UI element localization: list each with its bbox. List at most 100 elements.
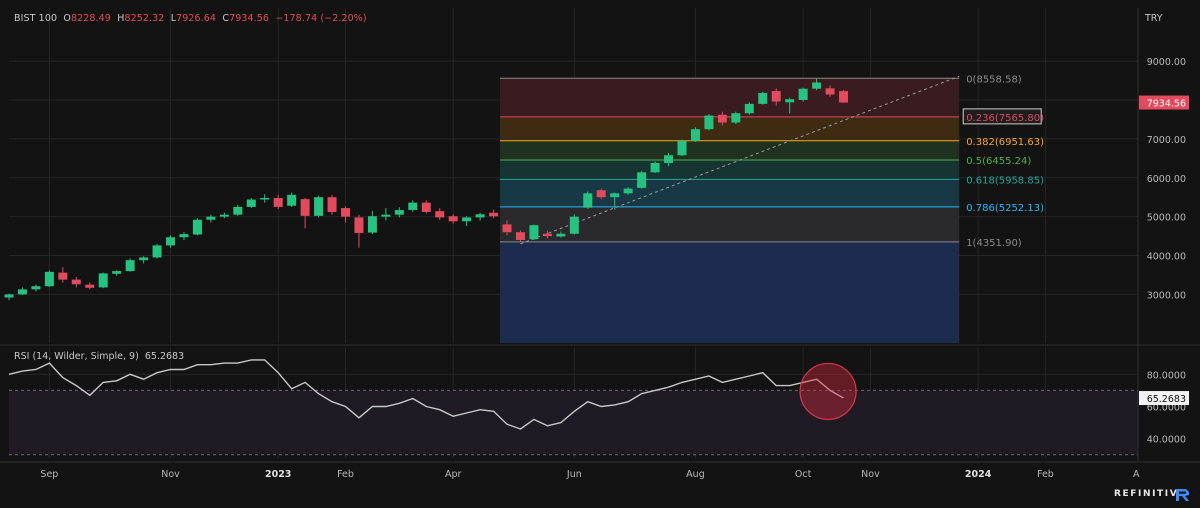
rsi-band [9, 390, 1138, 455]
candle-body [246, 199, 256, 207]
change-value: −178.74 (−2.20%) [275, 13, 367, 24]
fib-zone [500, 241, 960, 343]
candle-body [785, 99, 795, 103]
last-price-marker [1139, 95, 1189, 110]
time-tick-label: Feb [337, 469, 354, 480]
candlestick-series [4, 78, 849, 301]
candle-body [435, 211, 445, 218]
candle-body [731, 113, 741, 123]
fib-label-box [962, 108, 1042, 125]
candle-body [314, 197, 324, 216]
candle-body [408, 202, 418, 211]
fib-zone [500, 116, 960, 141]
candle-body [825, 88, 835, 95]
price-tick-label: 3000.00 [1147, 290, 1186, 301]
candle-body [381, 214, 391, 217]
time-tick-label: 2024 [965, 469, 992, 480]
candle-body [112, 271, 122, 274]
candle-body [85, 284, 95, 288]
candle-body [529, 225, 539, 240]
candle-body [98, 273, 108, 288]
candle-body [44, 271, 54, 287]
price-tick-label: 7000.00 [1147, 135, 1186, 146]
candle-body [327, 197, 337, 212]
price-tick-label: 9000.00 [1147, 57, 1186, 68]
rsi-current: 65.2683 [144, 351, 185, 362]
candle-body [219, 214, 229, 217]
fib-level-label: 0.618(5958.85) [966, 175, 1044, 186]
rsi-tick-label: 80.0000 [1147, 370, 1186, 381]
candle-body [4, 294, 14, 298]
fib-zone [500, 206, 960, 242]
candle-body [542, 233, 552, 237]
time-tick-label: Nov [161, 469, 180, 480]
candle-body [179, 234, 189, 238]
rsi-tick-label: 60.0000 [1147, 403, 1186, 414]
candle-body [152, 245, 162, 258]
candle-body [502, 224, 512, 233]
fib-level-label: 1(4351.90) [966, 238, 1022, 249]
fib-level-label: 0.5(6455.24) [966, 156, 1031, 167]
candle-body [260, 197, 270, 200]
rsi-legend: RSI (14, Wilder, Simple, 9) 65.2683 [14, 351, 184, 362]
candle-body [139, 257, 149, 261]
fib-zone [500, 160, 960, 180]
candle-body [717, 114, 727, 123]
candle-body [462, 217, 472, 222]
candle-body [192, 219, 202, 235]
candle-body [610, 193, 620, 198]
time-tick-label: Nov [861, 469, 880, 480]
candle-body [475, 214, 485, 218]
candle-body [704, 115, 714, 130]
candle-body [569, 216, 579, 234]
fib-zone [500, 179, 960, 207]
last-price-label: 7934.56 [1147, 99, 1186, 110]
candle-body [812, 82, 822, 89]
candle-body [650, 162, 660, 173]
time-tick-label-clipped: A [1133, 469, 1140, 480]
time-tick-label: Feb [1037, 469, 1054, 480]
candle-body [677, 140, 687, 156]
close-label: C [222, 13, 230, 24]
candle-body [515, 232, 525, 240]
high-label: H [117, 13, 125, 24]
fib-level-label: 0.236(7565.80) [966, 113, 1044, 124]
candle-body [744, 103, 754, 114]
low-value: 7926.64 [176, 13, 217, 24]
instrument-name: BIST 100 [14, 13, 58, 24]
time-tick-label: Aug [686, 469, 705, 480]
candle-body [583, 193, 593, 208]
price-tick-label: 5000.00 [1147, 213, 1186, 224]
rsi-value-marker [1139, 391, 1189, 406]
candle-body [556, 233, 566, 237]
open-value: 8228.49 [70, 13, 111, 24]
fib-trend-line[interactable] [520, 75, 960, 245]
low-label: L [170, 13, 177, 24]
rsi-title: RSI (14, Wilder, Simple, 9) [14, 351, 139, 362]
candle-body [354, 217, 364, 233]
candle-body [664, 155, 674, 163]
fib-level-label: 0.786(5252.13) [966, 203, 1044, 214]
rsi-highlight-circle[interactable] [799, 362, 857, 421]
axes: TRY 3000.00 4000.00 5000.00 6000.00 7000.00 80… [0, 8, 1200, 480]
candle-body [125, 260, 135, 272]
candle-body [839, 91, 849, 103]
candle-body [367, 216, 377, 233]
candle-body [71, 279, 81, 285]
close-value: 7934.56 [229, 13, 270, 24]
refinitiv-logo-icon [1176, 489, 1189, 501]
candle-body [206, 216, 216, 220]
candle-body [489, 212, 499, 217]
time-tick-label: Jun [566, 469, 582, 480]
rsi-panel [8, 359, 1138, 456]
candle-body [421, 202, 431, 212]
fibonacci-retracement[interactable]: 0(8558.58) 0.236(7565.80) 0.382(6951.63) 0.… [500, 74, 1044, 343]
candle-body [758, 92, 768, 104]
price-tick-label: 6000.00 [1147, 174, 1186, 185]
candle-body [623, 188, 633, 194]
open-label: O [63, 13, 71, 24]
fib-zone [500, 140, 960, 161]
candle-body [31, 286, 41, 290]
fib-zone [500, 78, 960, 117]
